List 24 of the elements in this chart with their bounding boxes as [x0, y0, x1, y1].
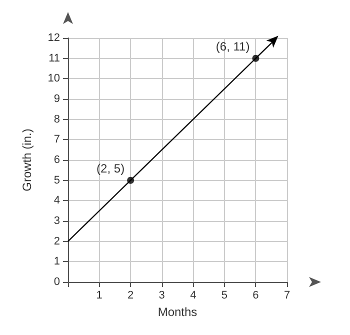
- y-axis-title: Growth (in.): [20, 128, 34, 192]
- x-tick-label: 5: [221, 290, 228, 302]
- y-tick-label: 5: [54, 174, 60, 186]
- y-tick-label: 2: [54, 235, 60, 248]
- annotation: (6, 11): [216, 39, 250, 54]
- y-tick-label: 4: [54, 194, 60, 207]
- y-tick-label: 3: [54, 215, 60, 227]
- x-tick-label: 7: [284, 290, 290, 302]
- x-tick-label: 2: [128, 290, 134, 302]
- y-tick-label: 0: [54, 276, 60, 288]
- y-tick-label: 6: [54, 154, 60, 166]
- annotation: (2, 5): [96, 161, 125, 176]
- y-tick-label: 12: [48, 32, 60, 44]
- y-tick-label: 7: [54, 134, 60, 146]
- y-tick-label: 9: [54, 93, 60, 105]
- y-tick-label: 1: [54, 256, 60, 268]
- y-tick-label: 8: [54, 113, 60, 126]
- y-tick-label: 11: [48, 52, 60, 64]
- x-tick-label: 6: [252, 290, 259, 302]
- x-axis-title: Months: [158, 304, 198, 319]
- x-tick-label: 4: [190, 290, 196, 302]
- x-tick-label: 1: [96, 290, 102, 302]
- x-tick-label: 3: [158, 290, 165, 302]
- y-tick-label: 10: [48, 72, 60, 85]
